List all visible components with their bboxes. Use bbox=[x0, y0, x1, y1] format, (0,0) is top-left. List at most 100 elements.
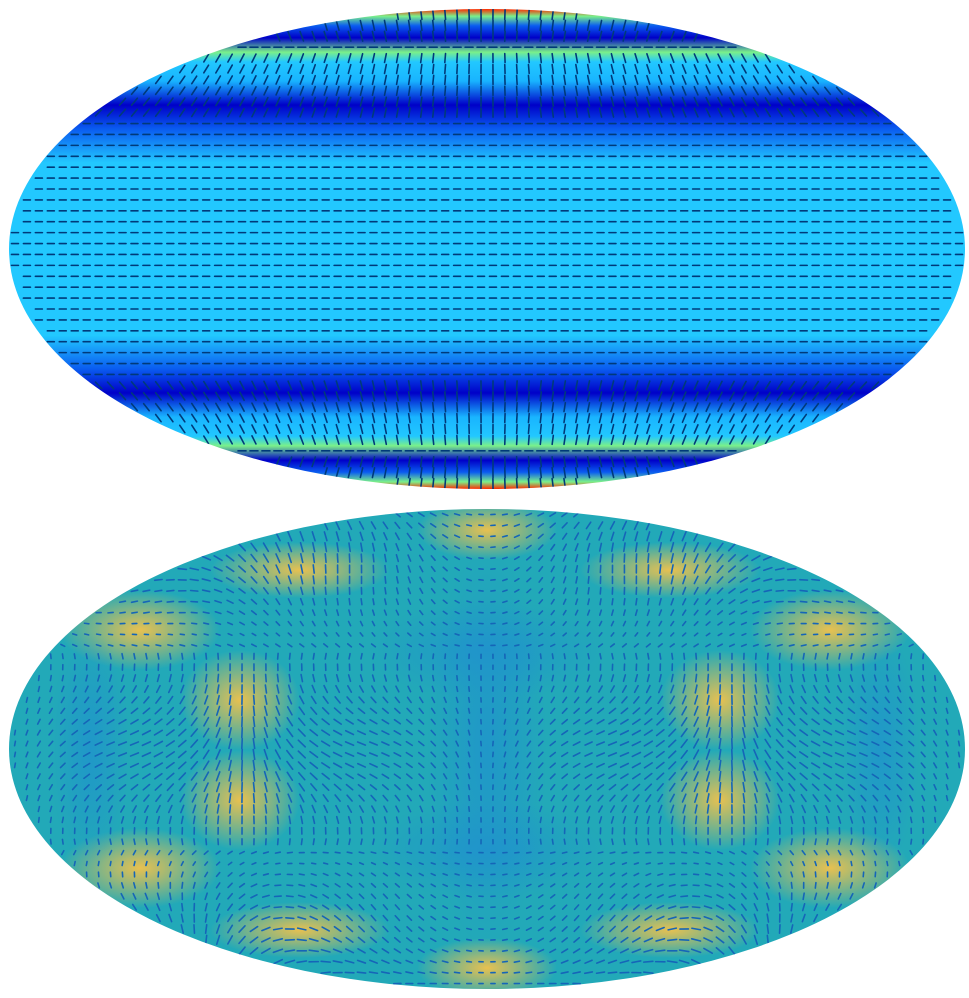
vector-tick bbox=[896, 633, 902, 636]
vector-tick bbox=[288, 673, 292, 683]
vector-tick bbox=[204, 673, 208, 683]
vector-tick bbox=[71, 718, 78, 725]
vector-tick bbox=[657, 53, 663, 64]
vector-tick bbox=[216, 815, 220, 825]
vector-tick bbox=[132, 849, 137, 856]
vector-tick bbox=[287, 632, 293, 637]
vector-tick bbox=[526, 862, 532, 865]
vector-tick bbox=[632, 773, 641, 780]
vector-tick bbox=[609, 794, 616, 802]
vector-tick bbox=[800, 108, 808, 118]
vector-tick bbox=[299, 632, 304, 637]
vector-tick bbox=[264, 694, 268, 705]
vector-tick bbox=[586, 816, 591, 824]
vector-tick bbox=[596, 762, 605, 768]
vector-tick bbox=[336, 652, 339, 660]
vector-tick bbox=[573, 861, 580, 866]
vector-tick bbox=[407, 52, 411, 64]
vector-tick bbox=[455, 729, 459, 736]
vector-tick bbox=[203, 705, 209, 716]
vector-tick bbox=[610, 63, 615, 75]
vector-tick bbox=[347, 423, 352, 435]
vector-tick bbox=[192, 673, 196, 683]
vector-tick bbox=[226, 610, 234, 615]
vector-tick bbox=[178, 717, 187, 726]
vector-tick bbox=[799, 600, 808, 603]
vector-tick bbox=[419, 674, 423, 682]
vector-tick bbox=[598, 63, 603, 75]
vector-tick bbox=[456, 816, 459, 824]
vector-tick bbox=[740, 435, 747, 445]
vector-tick bbox=[323, 531, 328, 542]
vector-tick bbox=[131, 644, 138, 647]
vector-tick bbox=[645, 794, 652, 803]
vector-tick bbox=[369, 762, 378, 768]
vector-tick bbox=[539, 52, 543, 64]
vector-tick bbox=[368, 752, 378, 757]
vector-tick bbox=[443, 696, 447, 704]
vector-tick bbox=[787, 717, 796, 726]
vector-tick bbox=[359, 391, 364, 402]
vector-tick bbox=[407, 74, 411, 86]
vector-tick bbox=[466, 534, 473, 538]
vector-tick bbox=[466, 611, 472, 615]
vector-tick bbox=[597, 794, 604, 802]
vector-tick bbox=[179, 695, 186, 705]
vector-tick bbox=[693, 402, 699, 413]
vector-tick bbox=[764, 108, 771, 118]
vector-tick bbox=[693, 53, 699, 64]
vector-tick bbox=[262, 587, 269, 595]
vector-tick bbox=[788, 424, 796, 434]
vector-tick bbox=[443, 707, 448, 715]
vector-tick bbox=[130, 97, 139, 106]
vector-tick bbox=[514, 862, 520, 865]
vector-tick bbox=[705, 759, 711, 771]
vector-tick bbox=[395, 74, 399, 86]
vector-tick bbox=[728, 587, 736, 594]
vector-tick bbox=[250, 576, 258, 584]
vector-tick bbox=[443, 30, 447, 43]
vector-tick bbox=[120, 674, 125, 682]
vector-tick bbox=[526, 783, 531, 791]
vector-tick bbox=[370, 861, 377, 866]
vector-tick bbox=[287, 643, 293, 648]
vector-tick bbox=[383, 466, 388, 479]
vector-tick bbox=[608, 707, 617, 715]
vector-tick bbox=[908, 643, 914, 648]
vector-tick bbox=[514, 633, 520, 636]
vector-tick bbox=[933, 707, 937, 715]
vector-tick bbox=[813, 849, 818, 856]
vector-tick bbox=[599, 586, 602, 595]
vector-tick bbox=[405, 773, 413, 780]
vector-tick bbox=[263, 632, 269, 637]
vector-tick bbox=[610, 96, 615, 107]
vector-tick bbox=[371, 434, 376, 446]
vector-tick bbox=[419, 391, 423, 402]
vector-tick bbox=[360, 838, 363, 846]
vector-tick bbox=[181, 838, 184, 846]
vector-tick bbox=[705, 632, 711, 637]
vector-tick bbox=[910, 838, 913, 845]
vector-tick bbox=[216, 684, 220, 694]
vector-tick bbox=[348, 609, 352, 617]
vector-tick bbox=[467, 795, 471, 802]
vector-tick bbox=[502, 873, 508, 876]
vector-tick bbox=[634, 402, 639, 413]
vector-tick bbox=[800, 391, 808, 401]
vector-tick bbox=[644, 707, 653, 715]
vector-tick bbox=[610, 412, 615, 424]
vector-tick bbox=[25, 784, 29, 791]
vector-tick bbox=[204, 804, 208, 814]
vector-tick bbox=[106, 773, 115, 780]
vector-tick bbox=[754, 694, 758, 705]
vector-tick bbox=[717, 632, 723, 637]
vector-tick bbox=[311, 643, 317, 648]
vector-tick bbox=[250, 872, 258, 877]
vector-tick bbox=[551, 74, 555, 86]
vector-tick bbox=[95, 707, 103, 714]
vector-tick bbox=[646, 531, 651, 542]
vector-tick bbox=[442, 762, 448, 769]
vector-tick bbox=[575, 816, 579, 824]
vector-tick bbox=[574, 805, 579, 813]
vector-tick bbox=[645, 872, 652, 877]
